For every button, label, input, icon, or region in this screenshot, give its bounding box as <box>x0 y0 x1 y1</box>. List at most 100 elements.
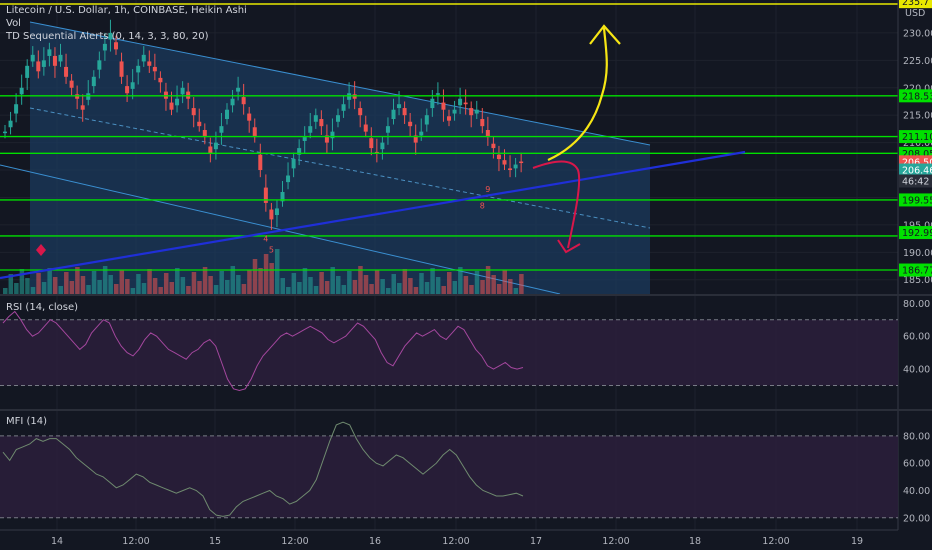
volume-bar <box>130 288 136 294</box>
price-tag <box>899 163 932 177</box>
volume-bar <box>208 276 213 294</box>
candle-body <box>408 121 413 127</box>
volume-bar <box>52 277 58 294</box>
volume-bar <box>324 281 330 294</box>
candle-body <box>286 175 291 183</box>
candle-body <box>69 80 74 88</box>
volume-bar <box>75 267 80 294</box>
volume-bar <box>152 278 158 294</box>
mfi-label[interactable]: MFI (14) <box>6 416 48 427</box>
volume-bar <box>202 267 208 294</box>
volume-bar <box>258 268 263 294</box>
price-tick-label: 230.00 <box>903 28 932 39</box>
volume-bar <box>480 280 485 294</box>
chart-legend[interactable]: Litecoin / U.S. Dollar, 1h, COINBASE, He… <box>6 4 247 43</box>
trendline[interactable] <box>0 150 746 280</box>
candle-body <box>30 54 35 62</box>
candle-body <box>352 94 357 99</box>
candle-body <box>430 98 435 109</box>
volume-bar <box>86 285 91 294</box>
volume-bar <box>491 275 496 294</box>
rsi-pane[interactable]: 40.00 60.00 80.00 <box>0 299 930 392</box>
candle-body <box>147 61 152 66</box>
time-tick-label: 15 <box>209 536 221 547</box>
volume-bar <box>41 282 47 294</box>
candle-body <box>213 142 218 150</box>
time-tick-label: 12:00 <box>281 536 308 547</box>
volume-bar <box>180 277 186 294</box>
candle-body <box>180 87 185 95</box>
price-tag-label: 192.99 <box>902 228 932 239</box>
candle-body <box>302 137 307 141</box>
volume-bar <box>114 284 119 294</box>
volume-bar <box>141 283 147 294</box>
price-tick-label: 210.00 <box>903 138 932 149</box>
red-down-arrow[interactable] <box>532 160 581 249</box>
candle-body <box>347 93 352 100</box>
candle-body <box>441 102 446 110</box>
horizontal-levels <box>0 95 898 271</box>
candle-body <box>341 104 346 111</box>
channel-top-line[interactable] <box>29 21 651 146</box>
candle-body <box>91 76 96 87</box>
volume-bar <box>474 271 480 294</box>
candle-body <box>25 65 30 78</box>
volume-bar <box>30 287 36 294</box>
candle-body <box>330 131 335 139</box>
price-axis[interactable]: 185.00190.00195.00200.00205.00210.00215.… <box>897 0 932 550</box>
candle-body <box>241 97 246 105</box>
candles <box>3 19 524 230</box>
price-tag-label: 199.55 <box>902 195 932 206</box>
candle-body <box>125 86 130 94</box>
volume-bar <box>147 269 152 294</box>
candle-body <box>41 60 46 67</box>
volume-bar <box>163 273 169 294</box>
osc-tick-label: 40.00 <box>903 486 930 497</box>
volume-bar <box>452 281 458 294</box>
volume-label[interactable]: Vol <box>6 18 21 29</box>
volume-bar <box>108 275 113 294</box>
rsi-tick-labels: 40.00 60.00 80.00 <box>903 299 930 376</box>
td-count-label: 4 <box>263 234 268 243</box>
osc-tick-label: 40.00 <box>903 365 930 376</box>
usd-unit-label: USD <box>905 8 925 19</box>
volume-bar <box>274 249 280 294</box>
candle-body <box>502 160 507 165</box>
channel-bottom-line[interactable] <box>0 164 561 295</box>
candle-body <box>80 105 85 110</box>
td-sequential-label[interactable]: TD Sequential Alerts (0, 14, 3, 3, 80, 2… <box>6 31 209 42</box>
volume-bar <box>119 270 125 294</box>
mfi-pane[interactable]: 20.00 40.00 60.00 80.00 <box>0 421 930 524</box>
volume-bar <box>374 270 380 294</box>
volume-bar <box>447 272 452 294</box>
candle-body <box>36 61 41 72</box>
candle-body <box>419 131 424 136</box>
price-tick-label: 225.00 <box>903 56 932 67</box>
volume-bar <box>308 277 313 294</box>
volume-bar <box>36 273 41 294</box>
candle-body <box>175 98 180 106</box>
price-tag-label: 208.05 <box>902 149 932 160</box>
volume-bar <box>519 274 524 294</box>
mfi-line <box>2 421 524 517</box>
candle-body <box>8 120 13 128</box>
yellow-up-arrow[interactable] <box>547 27 608 162</box>
volume-bar <box>158 287 163 294</box>
volume-bar <box>241 284 247 294</box>
candle-body <box>402 108 407 116</box>
candle-body <box>136 65 141 73</box>
candle-body <box>64 66 69 77</box>
time-axis[interactable]: 14 12:00 15 12:00 16 12:00 17 12:00 18 12:00 19 <box>0 529 898 547</box>
volume-bar <box>419 273 424 294</box>
volume-bar <box>391 274 396 294</box>
volume-bar <box>80 276 86 294</box>
channel-mid-line[interactable] <box>29 107 651 229</box>
volume-bar <box>219 271 224 294</box>
volume-bar <box>347 271 352 294</box>
volume-bar <box>247 270 252 294</box>
rsi-label[interactable]: RSI (14, close) <box>6 302 79 313</box>
td-count-label: 5 <box>269 245 274 254</box>
price-tag <box>899 174 932 188</box>
candle-body <box>369 138 374 149</box>
